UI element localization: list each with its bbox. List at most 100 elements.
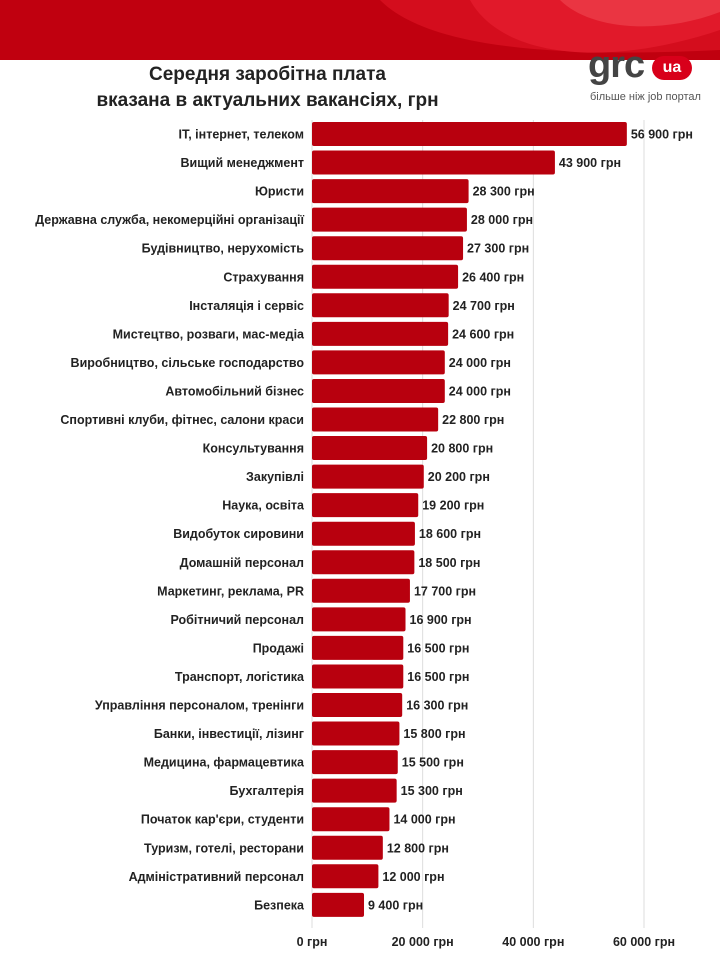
category-label: Початок кар'єри, студенти xyxy=(141,813,304,827)
bar[interactable] xyxy=(312,493,419,518)
bar[interactable] xyxy=(312,264,459,289)
logo-tagline: більше ніж job портал xyxy=(590,91,701,103)
bar[interactable] xyxy=(312,293,449,318)
x-tick-label: 60 000 грн xyxy=(613,935,675,949)
bar[interactable] xyxy=(312,778,397,803)
bar[interactable] xyxy=(312,321,449,346)
value-label: 24 700 грн xyxy=(453,299,515,313)
category-label: Вищий менеджмент xyxy=(181,156,304,170)
category-label: Маркетинг, реклама, PR xyxy=(157,584,304,598)
value-label: 20 200 грн xyxy=(428,470,490,484)
value-label: 9 400 грн xyxy=(368,898,423,912)
category-label: Адміністративний персонал xyxy=(129,870,304,884)
bar[interactable] xyxy=(312,236,464,261)
bar[interactable] xyxy=(312,835,383,860)
bar[interactable] xyxy=(312,207,467,232)
category-label: Продажі xyxy=(253,641,304,655)
bar[interactable] xyxy=(312,578,410,603)
category-label: Домашній персонал xyxy=(180,556,304,570)
category-label: Державна служба, некомерційні організаці… xyxy=(35,213,304,227)
category-label: Юристи xyxy=(255,185,304,199)
bar[interactable] xyxy=(312,179,469,204)
value-label: 12 800 грн xyxy=(387,841,449,855)
value-label: 27 300 грн xyxy=(467,242,529,256)
category-label: Автомобільний бізнес xyxy=(165,384,304,398)
category-label: Виробництво, сільське господарство xyxy=(71,356,305,370)
value-label: 28 300 грн xyxy=(473,185,535,199)
value-label: 56 900 грн xyxy=(631,128,693,142)
category-label: Робітничий персонал xyxy=(171,613,305,627)
category-label: Медицина, фармацевтика xyxy=(144,756,305,770)
category-label: Видобуток сировини xyxy=(173,527,304,541)
category-label: IT, інтернет, телеком xyxy=(179,128,304,142)
value-label: 15 500 грн xyxy=(402,756,464,770)
category-label: Спортивні клуби, фітнес, салони краси xyxy=(60,413,304,427)
category-label: Транспорт, логістика xyxy=(175,670,305,684)
value-label: 17 700 грн xyxy=(414,584,476,598)
bar[interactable] xyxy=(312,635,404,660)
value-label: 16 500 грн xyxy=(407,641,469,655)
bar[interactable] xyxy=(312,464,424,489)
bar[interactable] xyxy=(312,693,403,717)
header-band xyxy=(0,0,720,60)
bar[interactable] xyxy=(312,807,390,832)
value-label: 26 400 грн xyxy=(462,270,524,284)
category-label: Мистецтво, розваги, мас-медіа xyxy=(113,327,305,341)
value-label: 20 800 грн xyxy=(431,442,493,456)
chart-title-line2: вказана в актуальних вакансіях, грн xyxy=(96,90,439,111)
category-label: Управління персоналом, тренінги xyxy=(95,699,304,713)
bar[interactable] xyxy=(312,664,404,689)
bar-layer xyxy=(312,122,627,917)
category-label: Консультування xyxy=(203,442,304,456)
category-label: Інсталяція і сервіс xyxy=(189,299,304,313)
bar[interactable] xyxy=(312,407,439,432)
bar[interactable] xyxy=(312,350,445,375)
logo-brand: grc xyxy=(588,44,645,86)
bar[interactable] xyxy=(312,122,627,146)
value-label: 22 800 грн xyxy=(442,413,504,427)
bar[interactable] xyxy=(312,864,379,889)
bar[interactable] xyxy=(312,378,445,403)
grc-logo[interactable]: grc ua більше ніж job портал xyxy=(588,44,713,110)
bar[interactable] xyxy=(312,607,406,632)
value-label: 18 500 грн xyxy=(418,556,480,570)
bar[interactable] xyxy=(312,721,400,746)
value-label: 28 000 грн xyxy=(471,213,533,227)
bar[interactable] xyxy=(312,521,415,546)
bar[interactable] xyxy=(312,436,428,461)
bar[interactable] xyxy=(312,150,555,175)
value-label: 15 800 грн xyxy=(403,727,465,741)
x-tick-label: 0 грн xyxy=(297,935,328,949)
label-layer: 0 грн 20 000 грн 40 000 грн 60 000 грн IT, і… xyxy=(35,128,693,950)
logo-badge: ua xyxy=(652,56,692,80)
x-tick-label: 20 000 грн xyxy=(392,935,454,949)
bar[interactable] xyxy=(312,550,415,575)
value-label: 24 000 грн xyxy=(449,356,511,370)
bar[interactable] xyxy=(312,892,365,917)
category-label: Страхування xyxy=(223,270,304,284)
value-label: 15 300 грн xyxy=(401,784,463,798)
category-label: Будівництво, нерухомість xyxy=(142,242,305,256)
category-label: Наука, освіта xyxy=(222,499,305,513)
category-label: Банки, інвестиції, лізинг xyxy=(154,727,304,741)
value-label: 19 200 грн xyxy=(422,499,484,513)
category-label: Бухгалтерія xyxy=(230,784,304,798)
category-label: Закупівлі xyxy=(246,470,304,484)
value-label: 12 000 грн xyxy=(382,870,444,884)
category-label: Безпека xyxy=(254,898,305,912)
category-label: Туризм, готелі, ресторани xyxy=(144,841,304,855)
bar[interactable] xyxy=(312,750,398,775)
value-label: 16 500 грн xyxy=(407,670,469,684)
value-label: 43 900 грн xyxy=(559,156,621,170)
chart-title: Середня заробітна плата вказана в актуал… xyxy=(40,62,495,114)
value-label: 24 600 грн xyxy=(452,327,514,341)
header-decor-highlight xyxy=(560,0,720,27)
value-label: 18 600 грн xyxy=(419,527,481,541)
value-label: 16 900 грн xyxy=(410,613,472,627)
value-label: 14 000 грн xyxy=(393,813,455,827)
chart-title-line1: Середня заробітна плата xyxy=(149,64,386,85)
value-label: 24 000 грн xyxy=(449,384,511,398)
x-tick-label: 40 000 грн xyxy=(502,935,564,949)
value-label: 16 300 грн xyxy=(406,699,468,713)
